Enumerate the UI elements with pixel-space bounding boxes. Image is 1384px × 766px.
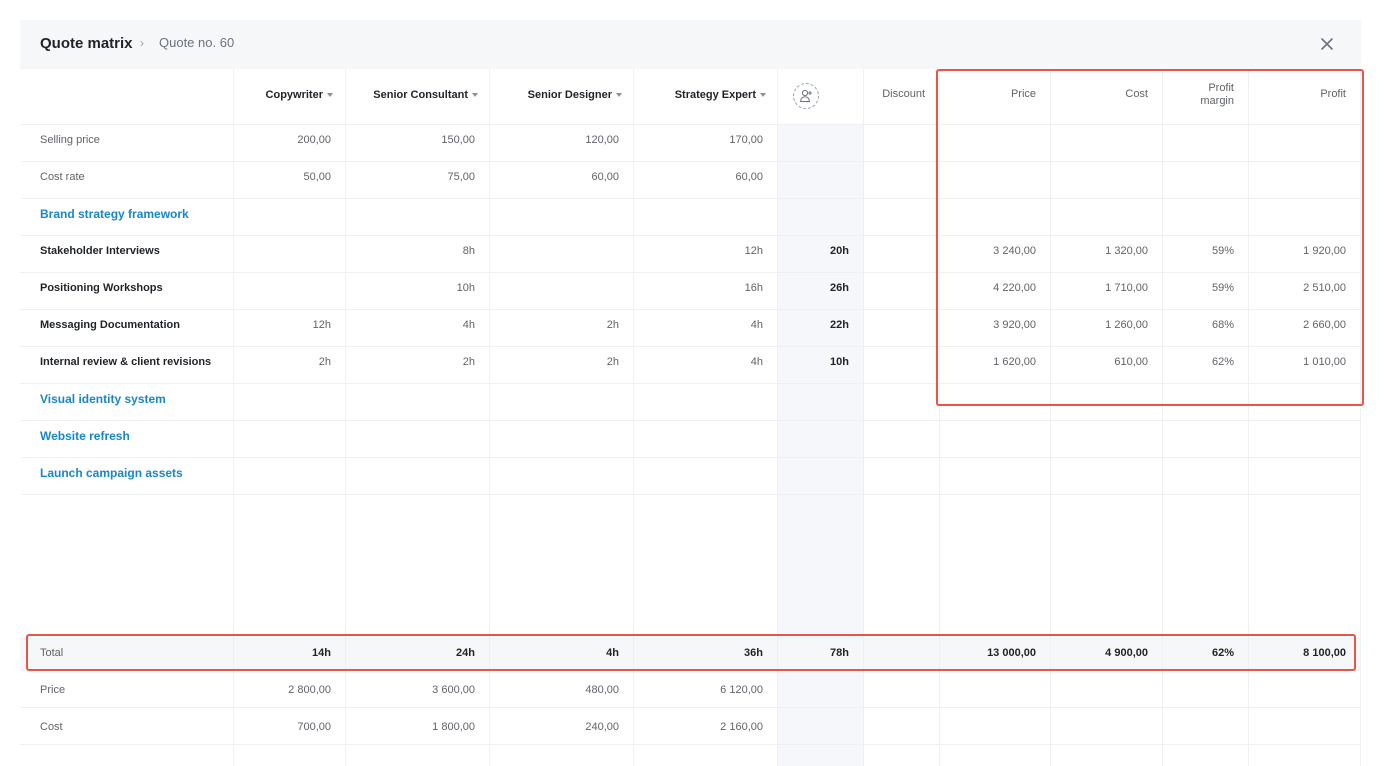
resource-price-cell: 480,00: [585, 684, 619, 696]
add-resource-button[interactable]: [793, 83, 819, 109]
task-cost: 1 260,00: [1105, 319, 1148, 331]
resource-price-cell: 6 120,00: [720, 684, 763, 696]
selling-price-cell[interactable]: 120,00: [585, 134, 619, 146]
cost-rate-cell[interactable]: 75,00: [447, 171, 475, 183]
cost-rate-cell[interactable]: 60,00: [591, 171, 619, 183]
page-title: Quote matrix: [40, 35, 133, 52]
column-header-profit: Profit: [1320, 88, 1346, 100]
hours-cell[interactable]: 8h: [462, 245, 475, 257]
selling-price-cell[interactable]: 150,00: [441, 134, 475, 146]
hours-cell[interactable]: 2h: [462, 356, 475, 368]
row-label-cost-rate: Cost rate: [40, 171, 85, 183]
selling-price-cell[interactable]: 200,00: [297, 134, 331, 146]
close-icon[interactable]: [1318, 35, 1336, 53]
grand-total-hours: 78h: [830, 647, 849, 659]
quote-matrix-panel: Quote matrix › Quote no. 60: [20, 20, 1361, 766]
caret-down-icon[interactable]: [472, 93, 478, 98]
hours-cell[interactable]: 2h: [318, 356, 331, 368]
group-link-visual-identity[interactable]: Visual identity system: [40, 392, 166, 406]
row-label-total: Total: [40, 647, 64, 659]
task-label: Messaging Documentation: [40, 319, 180, 331]
task-total-hours: 26h: [830, 282, 849, 294]
add-person-icon: [799, 89, 812, 102]
breadcrumb-separator: ›: [140, 36, 144, 50]
task-profit: 2 660,00: [1303, 319, 1346, 331]
task-margin: 62%: [1211, 356, 1234, 368]
row-label-selling-price: Selling price: [40, 134, 100, 146]
task-price: 1 620,00: [993, 356, 1036, 368]
column-header-senior-consultant[interactable]: Senior Consultant: [345, 89, 478, 101]
task-price: 3 240,00: [993, 245, 1036, 257]
group-link-launch-campaign[interactable]: Launch campaign assets: [40, 466, 183, 480]
task-total-hours: 22h: [830, 319, 849, 331]
total-hours-cell: 36h: [744, 647, 763, 659]
total-cost: 4 900,00: [1105, 647, 1148, 659]
hours-cell[interactable]: 4h: [750, 356, 763, 368]
caret-down-icon[interactable]: [760, 93, 766, 98]
total-hours-cell: 24h: [456, 647, 475, 659]
resource-cost-cell: 240,00: [585, 721, 619, 733]
total-margin: 62%: [1211, 647, 1234, 659]
hours-cell[interactable]: 2h: [606, 356, 619, 368]
hours-cell[interactable]: 4h: [462, 319, 475, 331]
task-cost: 1 320,00: [1105, 245, 1148, 257]
cost-rate-cell[interactable]: 60,00: [735, 171, 763, 183]
column-header-strategy-expert[interactable]: Strategy Expert: [633, 89, 766, 101]
column-header-cost: Cost: [1125, 88, 1148, 100]
row-label-price: Price: [40, 684, 66, 696]
total-row-band: [20, 638, 1361, 670]
matrix-grid: Copywriter Senior Consultant Senior Desi…: [20, 69, 1361, 766]
total-profit: 8 100,00: [1303, 647, 1346, 659]
task-profit: 1 920,00: [1303, 245, 1346, 257]
hours-cell[interactable]: 4h: [750, 319, 763, 331]
column-header-discount: Discount: [882, 88, 925, 100]
hours-cell[interactable]: 12h: [312, 319, 331, 331]
cost-rate-cell[interactable]: 50,00: [303, 171, 331, 183]
column-header-copywriter[interactable]: Copywriter: [233, 89, 333, 101]
group-link-brand-strategy[interactable]: Brand strategy framework: [40, 207, 189, 221]
total-hours-cell: 4h: [606, 647, 619, 659]
task-margin: 68%: [1211, 319, 1234, 331]
hours-cell[interactable]: 10h: [456, 282, 475, 294]
resource-price-cell: 2 800,00: [288, 684, 331, 696]
column-header-senior-designer[interactable]: Senior Designer: [489, 89, 622, 101]
task-cost: 1 710,00: [1105, 282, 1148, 294]
task-label: Internal review & client revisions: [40, 356, 212, 368]
total-price: 13 000,00: [987, 647, 1036, 659]
group-link-website-refresh[interactable]: Website refresh: [40, 429, 130, 443]
resource-cost-cell: 2 160,00: [720, 721, 763, 733]
breadcrumb-quote[interactable]: Quote no. 60: [159, 35, 235, 50]
resource-price-cell: 3 600,00: [432, 684, 475, 696]
row-label-cost: Cost: [40, 721, 63, 733]
task-label: Positioning Workshops: [40, 282, 163, 294]
task-total-hours: 20h: [830, 245, 849, 257]
task-margin: 59%: [1211, 245, 1234, 257]
task-cost: 610,00: [1114, 356, 1148, 368]
column-header-price: Price: [1010, 88, 1036, 100]
hours-cell[interactable]: 2h: [606, 319, 619, 331]
panel-header: Quote matrix › Quote no. 60: [20, 20, 1361, 69]
task-label: Stakeholder Interviews: [40, 245, 160, 257]
caret-down-icon[interactable]: [616, 93, 622, 98]
resource-cost-cell: 1 800,00: [432, 721, 475, 733]
caret-down-icon[interactable]: [327, 93, 333, 98]
task-price: 4 220,00: [993, 282, 1036, 294]
task-profit: 1 010,00: [1303, 356, 1346, 368]
task-profit: 2 510,00: [1303, 282, 1346, 294]
resource-cost-cell: 700,00: [297, 721, 331, 733]
task-price: 3 920,00: [993, 319, 1036, 331]
task-total-hours: 10h: [830, 356, 849, 368]
task-margin: 59%: [1211, 282, 1234, 294]
column-header-profit-margin: Profit margin: [1200, 82, 1234, 107]
selling-price-cell[interactable]: 170,00: [729, 134, 763, 146]
hours-cell[interactable]: 16h: [744, 282, 763, 294]
total-hours-cell: 14h: [312, 647, 331, 659]
hours-cell[interactable]: 12h: [744, 245, 763, 257]
